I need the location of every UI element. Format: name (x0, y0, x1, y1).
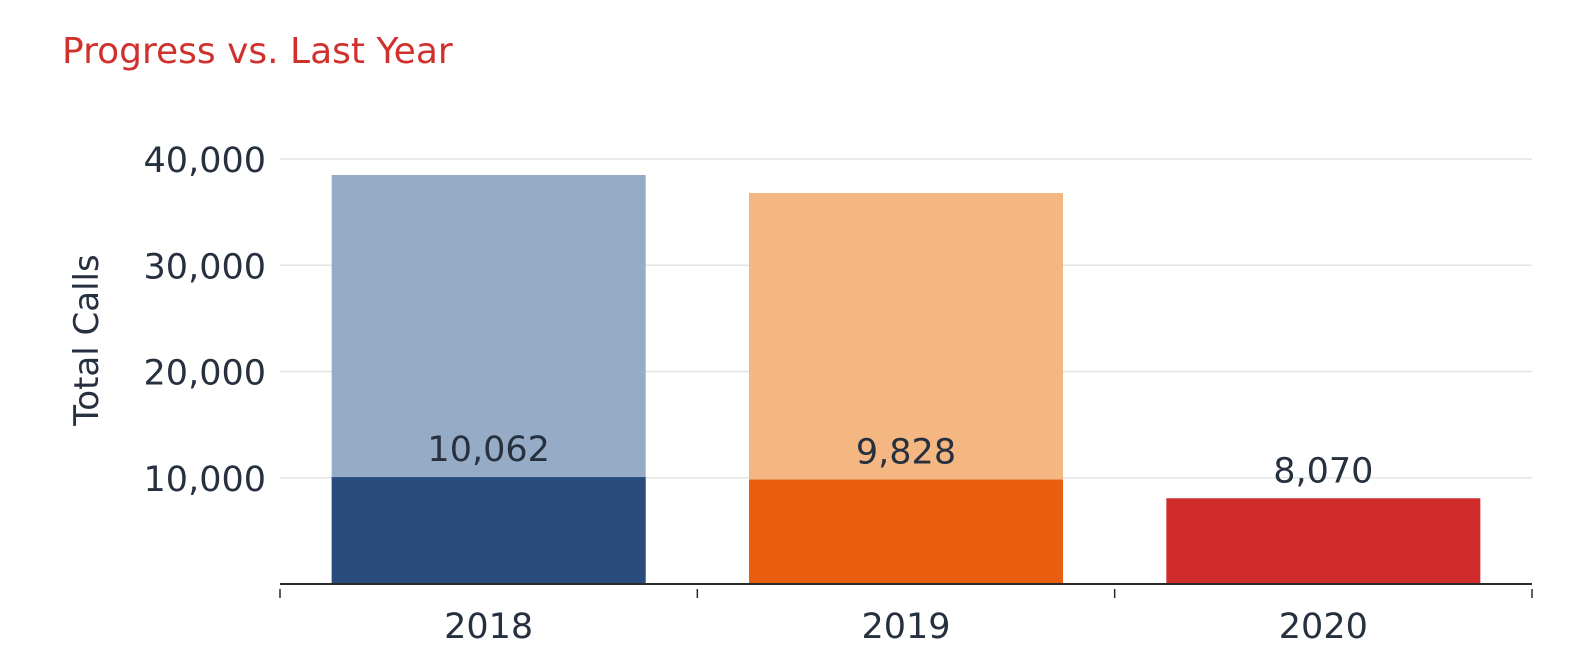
axes (279, 583, 1533, 598)
y-tick-label: 10,000 (144, 460, 266, 500)
bar-progress-2020 (1166, 498, 1481, 584)
x-tick-label: 2019 (861, 607, 950, 647)
y-axis-label: Total Calls (67, 254, 107, 426)
chart-title: Progress vs. Last Year (62, 31, 453, 72)
y-tick-label: 20,000 (144, 354, 266, 394)
y-tick-label: 40,000 (144, 141, 266, 181)
data-label-2018: 10,062 (427, 430, 549, 470)
x-tick-label: 2020 (1279, 607, 1368, 647)
bar-progress-2019 (749, 479, 1063, 584)
data-label-2020: 8,070 (1273, 451, 1373, 491)
data-label-2019: 9,828 (856, 433, 956, 473)
y-tick-label: 30,000 (144, 247, 266, 287)
x-tick-label: 2018 (444, 607, 533, 647)
bars (331, 174, 1481, 584)
labels: 10,000 20,000 30,000 40,000 10,062 2018 9,828 2… (144, 141, 1374, 647)
bar-progress-2018 (331, 477, 646, 584)
